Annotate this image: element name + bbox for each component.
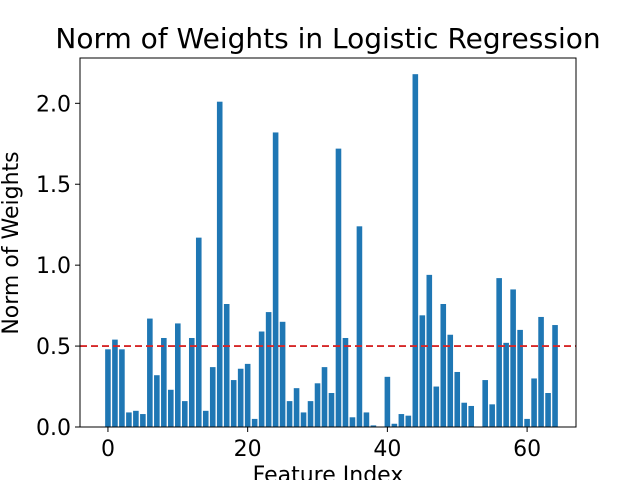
bar	[258, 331, 265, 427]
y-tick-label: 1.5	[36, 173, 71, 198]
y-tick-label: 2.0	[36, 92, 71, 117]
bar	[489, 404, 495, 427]
y-ticks: 0.0 0.5 1.0 1.5 2.0	[36, 92, 80, 441]
bar	[405, 415, 412, 427]
bar	[188, 337, 195, 427]
bar	[195, 237, 202, 427]
x-tick-label: 0	[101, 437, 115, 462]
x-tick-label: 20	[234, 437, 262, 462]
x-tick-label: 60	[513, 437, 541, 462]
y-tick-label: 1.0	[36, 254, 71, 279]
bar	[307, 401, 314, 427]
bar	[168, 389, 174, 427]
bar	[510, 289, 516, 427]
bar	[468, 405, 475, 427]
bar	[244, 363, 251, 427]
bar	[447, 334, 454, 427]
bar	[398, 414, 405, 427]
bar	[335, 148, 342, 427]
bar	[119, 349, 125, 427]
bar	[126, 412, 132, 427]
bar	[112, 339, 118, 427]
bar	[482, 380, 488, 427]
bar	[279, 321, 286, 427]
bar	[181, 401, 188, 427]
bar	[356, 226, 363, 427]
bar	[517, 329, 523, 427]
y-tick-label: 0.0	[36, 416, 71, 441]
bar	[538, 316, 544, 427]
bar	[209, 367, 216, 427]
bar	[314, 383, 321, 427]
bar	[216, 101, 223, 427]
bar	[321, 367, 328, 427]
bar	[175, 323, 181, 427]
bar	[531, 378, 537, 427]
x-ticks: 0 20 40 60	[101, 427, 541, 462]
bar	[391, 423, 398, 427]
bar	[223, 304, 230, 427]
bar	[433, 386, 440, 427]
bar	[461, 402, 468, 427]
bars-group	[105, 74, 558, 428]
bar	[363, 412, 370, 427]
bar	[293, 388, 300, 427]
bar	[140, 414, 146, 427]
bar	[230, 380, 237, 427]
bar	[419, 315, 426, 427]
chart-title: Norm of Weights in Logistic Regression	[55, 22, 600, 55]
bar	[237, 368, 244, 427]
bar	[300, 412, 307, 427]
bar	[272, 132, 279, 427]
bar	[286, 401, 293, 427]
plot-frame	[79, 57, 577, 428]
bar	[105, 349, 111, 427]
bar	[328, 393, 335, 427]
bar	[552, 325, 558, 427]
bar	[133, 410, 139, 427]
bar	[370, 425, 377, 427]
x-axis-label: Feature Index	[253, 463, 404, 480]
bar	[426, 274, 433, 427]
bar	[545, 393, 551, 427]
y-tick-label: 0.5	[36, 335, 71, 360]
bar	[503, 342, 509, 427]
bar	[454, 371, 461, 427]
bar	[349, 417, 356, 427]
bar	[251, 418, 258, 427]
bar	[384, 376, 391, 427]
bar	[342, 337, 349, 427]
bar	[496, 278, 502, 427]
bar	[147, 318, 153, 427]
bar	[412, 74, 419, 428]
bar	[524, 418, 530, 427]
bar	[154, 375, 160, 427]
bar	[265, 312, 272, 427]
x-tick-label: 40	[373, 437, 401, 462]
bar	[440, 304, 447, 427]
bar	[202, 410, 209, 427]
bar	[161, 337, 167, 427]
y-axis-label: Norm of Weights	[0, 151, 24, 334]
